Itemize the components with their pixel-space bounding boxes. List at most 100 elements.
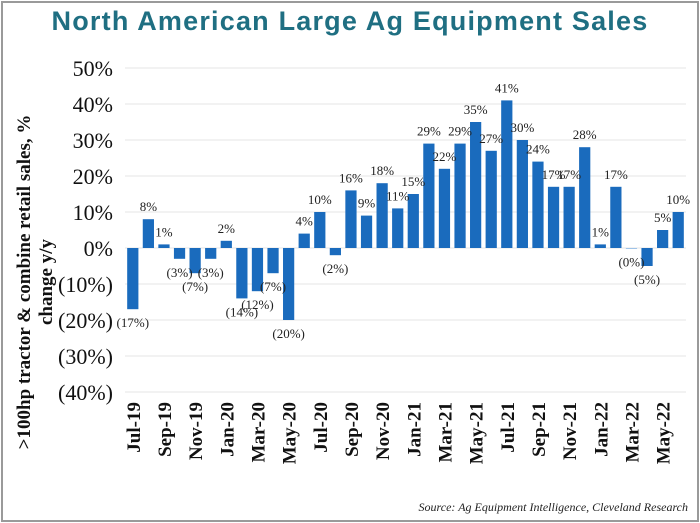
bar-Mar-22 bbox=[625, 248, 638, 249]
data-label: 10% bbox=[666, 192, 690, 207]
bar-Nov-19 bbox=[189, 248, 201, 274]
data-label: 17% bbox=[557, 167, 581, 182]
bar-Jul-21 bbox=[501, 100, 513, 249]
y-tick-label: 10% bbox=[73, 200, 113, 225]
data-label: 17% bbox=[604, 167, 628, 182]
x-tick-label: Sep-21 bbox=[529, 402, 550, 457]
bar-Dec-20 bbox=[392, 208, 404, 248]
y-axis-label-line2: change y/y bbox=[36, 238, 57, 325]
x-tick-label: Mar-21 bbox=[435, 402, 456, 463]
bar-Jan-22 bbox=[594, 244, 606, 248]
bar-Apr-21 bbox=[454, 143, 466, 248]
y-axis-label: >100hp tractor & combine retail sales, % bbox=[14, 115, 35, 450]
x-tick-label: Mar-22 bbox=[622, 402, 643, 463]
y-tick-label: 30% bbox=[73, 128, 113, 153]
bar-Jul-19 bbox=[127, 248, 139, 310]
y-tick-label: (10%) bbox=[58, 272, 113, 297]
bar-Dec-21 bbox=[579, 147, 591, 248]
data-label: 1% bbox=[592, 224, 610, 239]
x-tick-label: Jul-20 bbox=[311, 402, 332, 453]
gridlines bbox=[125, 67, 686, 393]
data-label: (17%) bbox=[117, 315, 150, 330]
x-tick-label: Sep-19 bbox=[155, 402, 176, 457]
data-label: 2% bbox=[218, 221, 236, 236]
data-label: 4% bbox=[296, 214, 314, 229]
data-label: 28% bbox=[573, 127, 597, 142]
x-tick-label: May-21 bbox=[467, 402, 488, 464]
data-label: 8% bbox=[140, 199, 158, 214]
data-label: (0%) bbox=[618, 255, 644, 270]
data-label: (14%) bbox=[226, 304, 259, 319]
data-label: (3%) bbox=[167, 265, 193, 280]
data-label: 35% bbox=[464, 102, 488, 117]
data-label: (12%) bbox=[241, 297, 274, 312]
bar-Aug-19 bbox=[142, 219, 154, 248]
data-label: 17% bbox=[542, 167, 566, 182]
x-tick-label: Mar-20 bbox=[248, 402, 269, 463]
bar-May-20 bbox=[283, 248, 295, 320]
y-axis-ticks: 50% 40% 30% 20% 10% 0% (10%) (20%) (30%) (40%) bbox=[58, 56, 113, 405]
bar-Sep-19 bbox=[158, 244, 170, 248]
data-labels: (17%)8%1%(3%)(7%)(3%)2%(14%)(12%)(7%)(20… bbox=[117, 80, 691, 341]
data-label: 11% bbox=[386, 188, 410, 203]
x-tick-label: May-22 bbox=[654, 402, 675, 464]
x-axis-ticks: Jul-19 Sep-19 Nov-19 Jan-20 Mar-20 May-20 Jul-… bbox=[124, 402, 675, 464]
x-tick-label: Jan-20 bbox=[217, 402, 238, 457]
data-label: (3%) bbox=[198, 265, 224, 280]
bar-Feb-21 bbox=[423, 143, 435, 248]
data-label: (2%) bbox=[322, 261, 348, 276]
bar-Jun-20 bbox=[298, 233, 310, 248]
data-label: 18% bbox=[370, 163, 394, 178]
chart-title: North American Large Ag Equipment Sales bbox=[51, 6, 649, 36]
y-tick-label: 0% bbox=[84, 236, 113, 261]
data-label: (7%) bbox=[182, 279, 208, 294]
data-label: 24% bbox=[526, 142, 550, 157]
bar-Sep-21 bbox=[532, 161, 544, 248]
bar-Aug-21 bbox=[516, 140, 528, 248]
bar-Jun-21 bbox=[485, 150, 497, 248]
data-label: 1% bbox=[155, 224, 173, 239]
data-label: 30% bbox=[510, 120, 534, 135]
x-tick-label: Nov-21 bbox=[560, 402, 581, 460]
data-label: 41% bbox=[495, 80, 519, 95]
bar-May-21 bbox=[470, 122, 482, 248]
bar-Sep-20 bbox=[345, 190, 357, 248]
bar-Oct-19 bbox=[173, 248, 186, 259]
bar-Feb-20 bbox=[236, 248, 248, 299]
data-label: 29% bbox=[448, 124, 472, 139]
bar-Nov-20 bbox=[376, 183, 388, 248]
x-tick-label: Jan-22 bbox=[591, 402, 612, 457]
data-label: (20%) bbox=[272, 326, 305, 341]
bar-Jan-20 bbox=[220, 240, 232, 248]
bar-Jul-20 bbox=[314, 212, 326, 248]
data-label: (7%) bbox=[260, 279, 286, 294]
data-label: 5% bbox=[654, 210, 672, 225]
y-tick-label: 50% bbox=[73, 56, 113, 81]
data-label: 9% bbox=[358, 196, 376, 211]
source-note: Source: Ag Equipment Intelligence, Cleve… bbox=[418, 500, 688, 514]
bar-Apr-22 bbox=[641, 248, 653, 266]
data-label: 10% bbox=[308, 192, 332, 207]
x-tick-label: Jan-21 bbox=[404, 402, 425, 457]
y-tick-label: 20% bbox=[73, 164, 113, 189]
bar-Feb-22 bbox=[610, 186, 622, 248]
bar-Dec-19 bbox=[205, 248, 217, 259]
bar-Oct-20 bbox=[360, 215, 373, 248]
y-tick-label: (30%) bbox=[58, 344, 113, 369]
bar-Jun-22 bbox=[672, 212, 684, 248]
bar-Jan-21 bbox=[407, 194, 419, 248]
bar-Aug-20 bbox=[329, 248, 341, 256]
bar-Mar-20 bbox=[251, 248, 264, 292]
bar-May-22 bbox=[657, 230, 669, 248]
data-label: 15% bbox=[401, 174, 425, 189]
data-label: (5%) bbox=[634, 272, 660, 287]
bars bbox=[127, 100, 684, 320]
y-tick-label: (40%) bbox=[58, 380, 113, 405]
y-tick-label: 40% bbox=[73, 92, 113, 117]
bar-Mar-21 bbox=[438, 168, 451, 248]
x-tick-label: Nov-19 bbox=[186, 402, 207, 460]
data-label: 27% bbox=[479, 131, 503, 146]
x-tick-label: Sep-20 bbox=[342, 402, 363, 457]
